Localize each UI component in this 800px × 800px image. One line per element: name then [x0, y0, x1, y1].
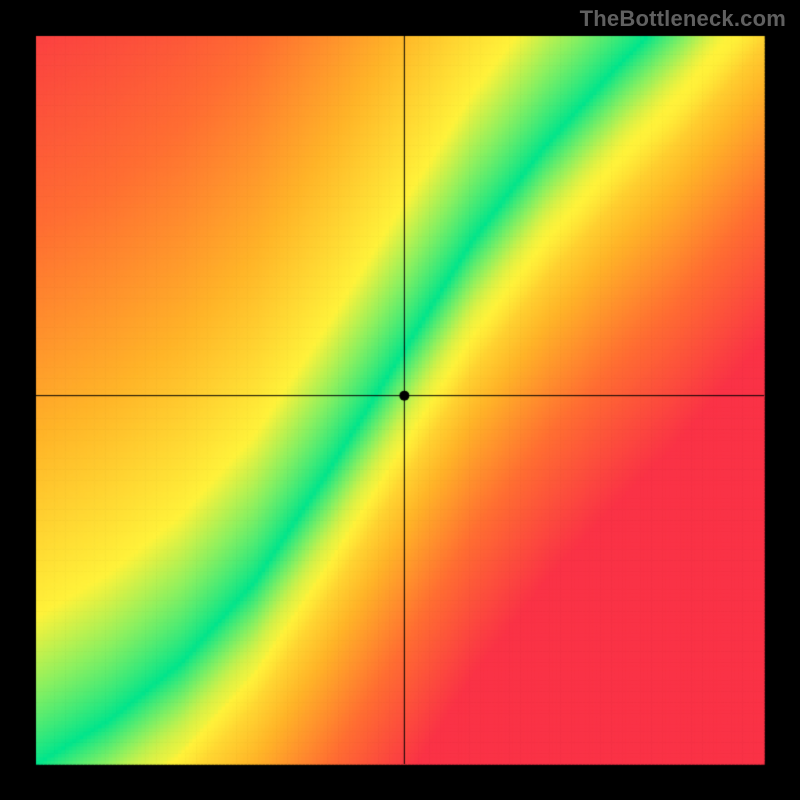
heatmap-canvas: [0, 0, 800, 800]
chart-frame: TheBottleneck.com: [0, 0, 800, 800]
watermark-label: TheBottleneck.com: [580, 6, 786, 32]
